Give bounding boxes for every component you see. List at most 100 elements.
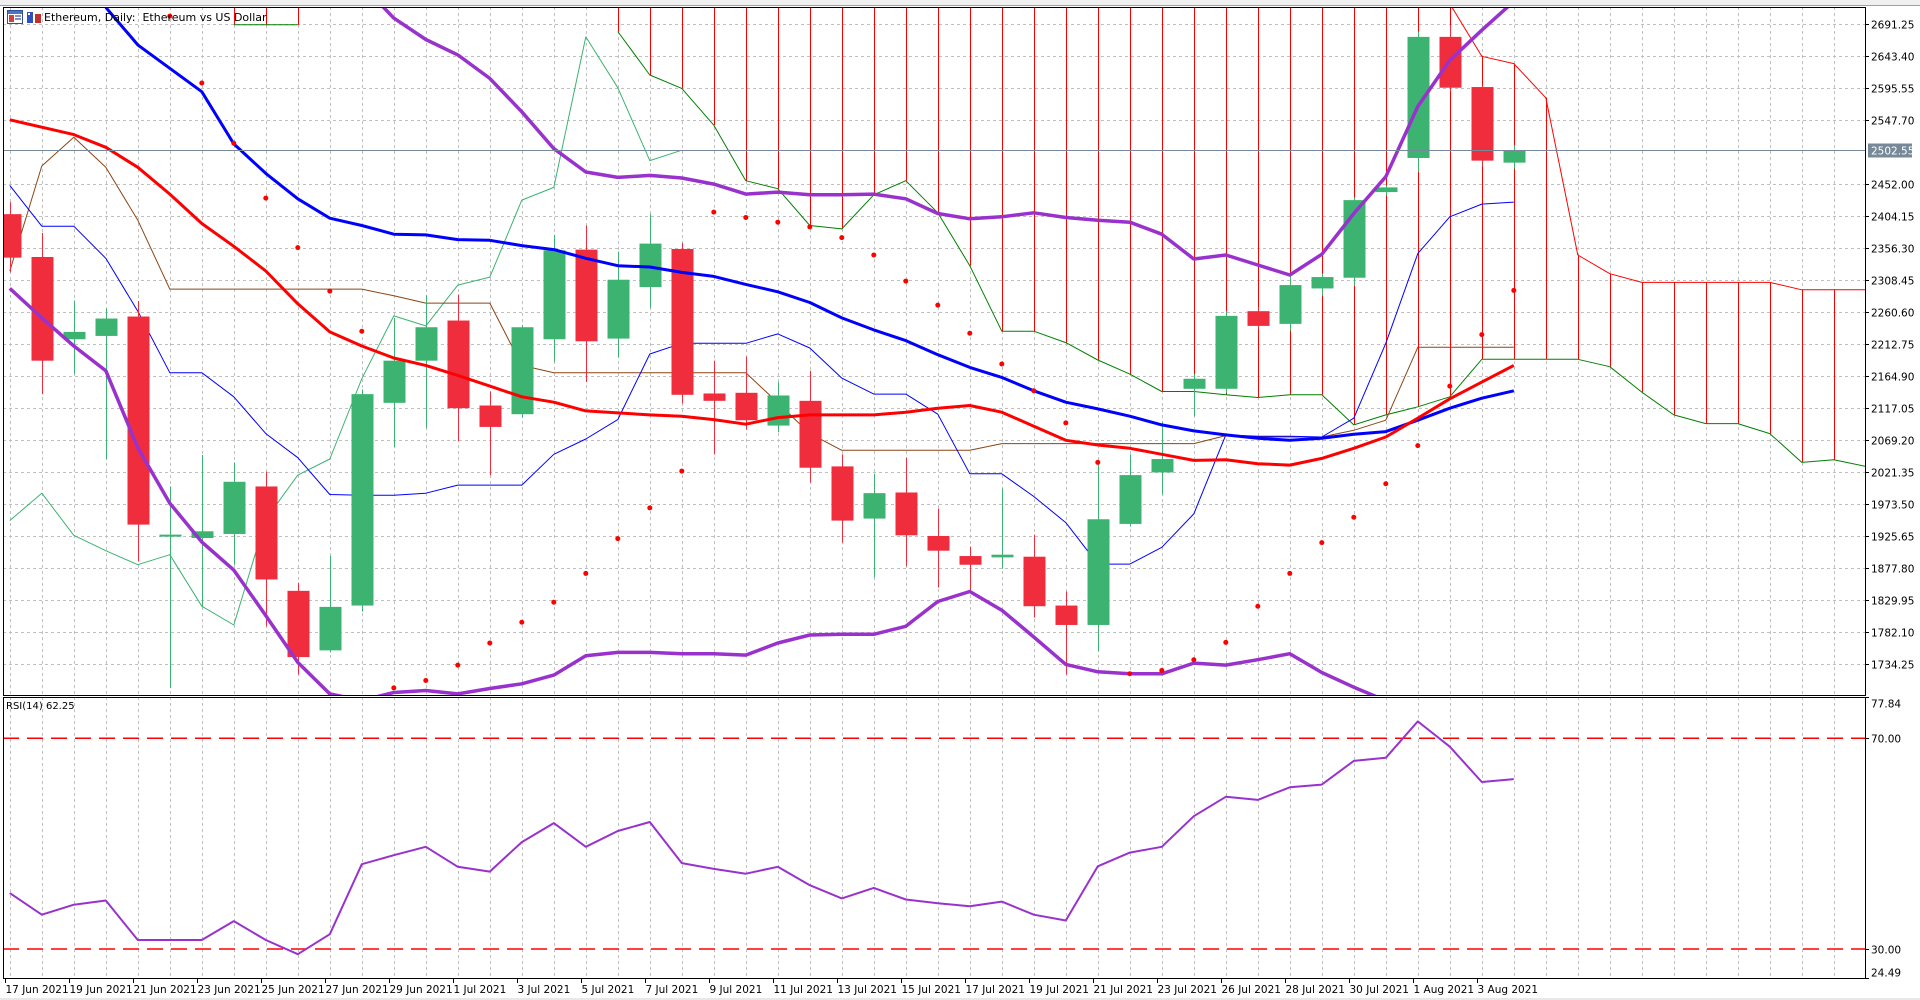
parabolic-sar-dot [1063, 420, 1069, 426]
candle[interactable] [1151, 422, 1174, 495]
parabolic-sar-dot [999, 361, 1005, 367]
candle[interactable] [223, 462, 246, 565]
candle[interactable] [351, 389, 374, 612]
candle-body [543, 250, 566, 340]
parabolic-sar-dot [263, 195, 269, 201]
candle[interactable] [959, 546, 982, 591]
candle[interactable] [543, 234, 566, 363]
price-tick-label: 1877.80 [1871, 564, 1914, 576]
candle[interactable] [1375, 185, 1398, 196]
time-tick-label: 11 Jul 2021 [774, 984, 833, 996]
price-tick-label: 2691.25 [1871, 20, 1914, 32]
candle[interactable] [799, 370, 822, 483]
candle[interactable] [575, 225, 598, 383]
candle-body [1279, 285, 1302, 324]
candle[interactable] [1279, 275, 1302, 331]
parabolic-sar-dot [679, 468, 685, 474]
candle[interactable] [1183, 374, 1206, 417]
candle-body [223, 481, 246, 534]
candle[interactable] [1087, 460, 1110, 652]
price-tick-label: 2164.90 [1871, 372, 1914, 384]
candle[interactable] [1119, 454, 1142, 527]
candle[interactable] [671, 242, 694, 404]
parabolic-sar-dot [1319, 540, 1325, 546]
candle-body [415, 327, 438, 361]
candle[interactable] [0, 202, 22, 273]
candle[interactable] [927, 508, 950, 588]
candle[interactable] [639, 214, 662, 308]
candle-body [383, 360, 406, 403]
candle-body [959, 556, 982, 565]
parabolic-sar-dot [647, 505, 653, 511]
candle[interactable] [415, 295, 438, 429]
candle[interactable] [1215, 311, 1238, 393]
time-tick-label: 19 Jun 2021 [70, 984, 133, 996]
price-tick-label: 1973.50 [1871, 500, 1914, 512]
candle[interactable] [767, 382, 790, 433]
candle[interactable] [191, 455, 214, 607]
candle[interactable] [1023, 534, 1046, 618]
bars-icon[interactable] [26, 10, 42, 24]
candle[interactable] [31, 232, 54, 395]
rsi-panel-frame [3, 697, 1866, 979]
parabolic-sar-dot [839, 235, 845, 241]
candle-body [447, 320, 470, 409]
parabolic-sar-dot [231, 140, 237, 146]
candle[interactable] [383, 317, 406, 447]
price-tick-label: 1925.65 [1871, 532, 1914, 544]
candle[interactable] [863, 473, 886, 578]
parabolic-sar-dot [295, 245, 301, 251]
parabolic-sar-dot [807, 224, 813, 230]
rsi-tick-label: 77.84 [1871, 699, 1901, 711]
candle-body [575, 249, 598, 342]
candle[interactable] [1503, 145, 1526, 169]
candle[interactable] [1311, 273, 1334, 296]
candle-body [767, 395, 790, 426]
parabolic-sar-dot [455, 662, 461, 668]
parabolic-sar-dot [1511, 287, 1517, 293]
candle-body [1055, 605, 1078, 625]
candle[interactable] [255, 471, 278, 627]
time-tick-label: 21 Jun 2021 [134, 984, 197, 996]
candle-body [991, 554, 1014, 558]
candle[interactable] [95, 308, 118, 460]
parabolic-sar-dot [711, 209, 717, 215]
candle-body [1023, 556, 1046, 607]
candle[interactable] [1407, 31, 1430, 173]
rsi-tick-label: 30.00 [1871, 945, 1901, 957]
candle[interactable] [127, 301, 150, 562]
candle[interactable] [159, 486, 182, 688]
candle[interactable] [479, 391, 502, 476]
grid [3, 7, 1865, 978]
price-tick-label: 2356.30 [1871, 244, 1914, 256]
time-tick-label: 27 Jun 2021 [326, 984, 389, 996]
candle[interactable] [287, 582, 310, 675]
chart-window-icon[interactable] [7, 10, 23, 24]
parabolic-sar-dot [1479, 332, 1485, 338]
kijun-sen-line [9, 136, 1514, 451]
candle[interactable] [511, 325, 534, 418]
time-tick-label: 13 Jul 2021 [838, 984, 897, 996]
candle-body [863, 493, 886, 519]
candle[interactable] [1247, 307, 1270, 330]
candle[interactable] [1471, 85, 1494, 167]
candle[interactable] [831, 454, 854, 543]
parabolic-sar-dot [775, 219, 781, 225]
parabolic-sar-dot [1415, 443, 1421, 449]
candle[interactable] [735, 356, 758, 430]
candle[interactable] [63, 300, 86, 375]
candle[interactable] [607, 251, 630, 358]
parabolic-sar-dot [359, 328, 365, 334]
rsi-axis: 77.84 70.00 30.00 24.49 [1865, 697, 1901, 980]
parabolic-sar-dot [935, 302, 941, 308]
candle-body [799, 400, 822, 468]
candle-body [319, 606, 342, 651]
candle[interactable] [895, 457, 918, 567]
candle[interactable] [703, 360, 726, 455]
parabolic-sar-dot [519, 619, 525, 625]
candle[interactable] [447, 294, 470, 441]
candle[interactable] [319, 556, 342, 653]
candle[interactable] [1055, 591, 1078, 675]
candle[interactable] [991, 488, 1014, 569]
